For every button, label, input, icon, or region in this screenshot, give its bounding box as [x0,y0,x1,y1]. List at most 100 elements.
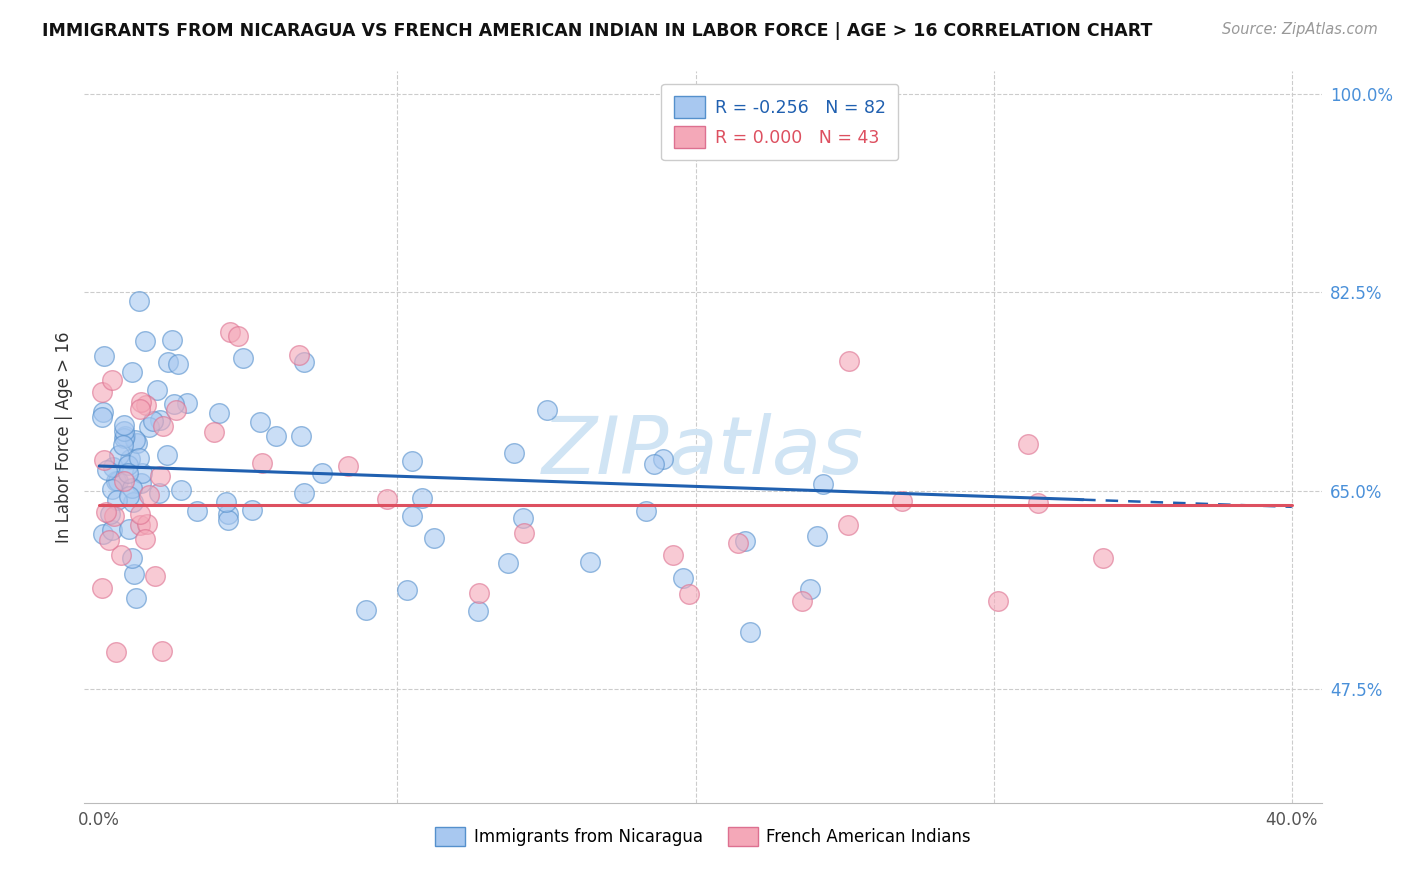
Point [292,355,315,369]
Point [232,351,254,366]
Point [91,527,114,541]
Point [838,354,860,368]
Point [536,403,558,417]
Point [100,523,122,537]
Point [108,448,131,462]
Y-axis label: In Labor Force | Age > 16: In Labor Force | Age > 16 [55,331,73,543]
Point [217,507,239,521]
Point [422,531,444,545]
Point [395,582,418,597]
Point [890,493,912,508]
Point [112,418,135,433]
Point [105,474,128,488]
Point [96,463,118,477]
Point [678,587,700,601]
Point [643,457,665,471]
Legend: Immigrants from Nicaragua, French American Indians: Immigrants from Nicaragua, French Americ… [429,821,977,853]
Point [98,507,121,521]
Point [498,556,520,570]
Text: Source: ZipAtlas.com: Source: ZipAtlas.com [1222,22,1378,37]
Point [150,644,173,658]
Point [93,349,115,363]
Point [149,413,172,427]
Point [734,533,756,548]
Point [249,415,271,429]
Point [142,414,165,428]
Point [97,533,120,547]
Point [651,451,673,466]
Point [512,511,534,525]
Point [1017,437,1039,451]
Point [138,488,160,502]
Point [1091,550,1114,565]
Point [105,493,128,508]
Point [792,594,814,608]
Point [103,508,125,523]
Point [727,535,749,549]
Point [217,513,239,527]
Point [160,333,183,347]
Point [121,364,143,378]
Point [112,424,135,438]
Point [169,483,191,497]
Point [1026,495,1049,509]
Point [103,460,125,475]
Point [125,435,148,450]
Point [128,450,150,465]
Point [215,495,238,509]
Point [117,458,139,473]
Point [738,625,761,640]
Point [128,507,150,521]
Point [138,420,160,434]
Point [468,585,491,599]
Point [101,482,124,496]
Point [837,518,859,533]
Point [337,459,360,474]
Point [240,502,263,516]
Point [799,582,821,596]
Point [375,491,398,506]
Point [411,491,433,505]
Point [987,594,1010,608]
Point [101,373,124,387]
Point [93,452,115,467]
Point [354,603,377,617]
Point [118,522,141,536]
Point [467,604,489,618]
Point [288,348,311,362]
Point [128,517,150,532]
Point [806,529,828,543]
Point [134,533,156,547]
Point [114,429,136,443]
Point [503,445,526,459]
Point [401,508,423,523]
Point [121,481,143,495]
Point [125,591,148,606]
Point [176,396,198,410]
Point [157,355,180,369]
Point [311,466,333,480]
Point [292,486,315,500]
Point [91,405,114,419]
Point [107,474,129,488]
Point [156,448,179,462]
Point [134,334,156,348]
Point [228,328,250,343]
Point [208,405,231,419]
Point [145,383,167,397]
Point [513,526,536,541]
Point [131,466,153,480]
Point [128,402,150,417]
Point [124,433,146,447]
Point [672,571,695,585]
Point [166,357,188,371]
Point [661,548,683,562]
Point [121,551,143,566]
Point [112,474,135,488]
Point [104,645,127,659]
Point [110,548,132,562]
Point [122,495,145,509]
Point [129,395,152,409]
Point [122,566,145,581]
Point [202,425,225,439]
